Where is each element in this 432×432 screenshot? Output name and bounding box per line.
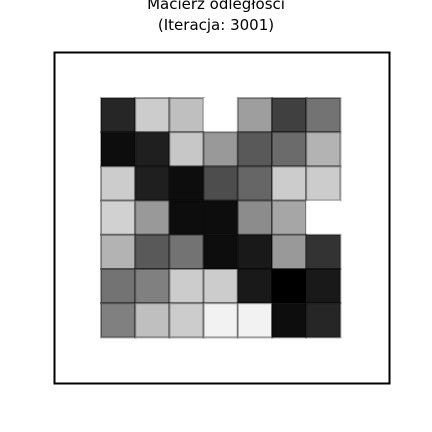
- heatmap-cell-r3-c4: [236, 199, 274, 236]
- heatmap-cell-r5-c0: [100, 268, 137, 305]
- heatmap-cell-r4-c3: [202, 233, 239, 271]
- heatmap-cell-r6-c3: [202, 302, 239, 339]
- heatmap-cell-r5-c3: [202, 268, 239, 305]
- heatmap-cell-r5-c4: [236, 268, 274, 305]
- heatmap-cell-r1-c0: [100, 131, 137, 168]
- heatmap-cell-r5-c5: [271, 268, 308, 305]
- heatmap-cell-r1-c1: [134, 131, 171, 168]
- heatmap-cell-r3-c3: [202, 199, 239, 236]
- heatmap-cell-r4-c1: [134, 233, 171, 271]
- heatmap-cell-r0-c1: [134, 97, 171, 134]
- heatmap-cell-r1-c4: [236, 131, 274, 168]
- heatmap-cell-r2-c1: [134, 165, 171, 202]
- heatmap-cell-r2-c0: [100, 165, 137, 202]
- heatmap-cell-r0-c4: [236, 97, 274, 134]
- heatmap-cell-r2-c5: [271, 165, 308, 202]
- heatmap-cell-r0-c2: [168, 97, 205, 134]
- heatmap-cell-r5-c6: [305, 268, 342, 305]
- heatmap-cell-r6-c0: [100, 302, 137, 339]
- heatmap-cell-r3-c2: [168, 199, 205, 236]
- heatmap-cell-r6-c4: [236, 302, 274, 339]
- heatmap-cell-r0-c6: [305, 97, 342, 134]
- heatmap-cell-r5-c1: [134, 268, 171, 305]
- heatmap-cell-r6-c5: [271, 302, 308, 339]
- chart-title: Macierz odległości: [147, 0, 285, 13]
- heatmap-cell-r0-c3: [203, 98, 238, 133]
- heatmap-cell-r3-c0: [100, 199, 137, 236]
- heatmap-cell-r4-c5: [271, 233, 308, 271]
- heatmap-cell-r2-c2: [168, 165, 205, 202]
- heatmap-cell-r1-c2: [168, 131, 205, 168]
- heatmap-cell-r2-c3: [202, 165, 239, 202]
- heatmap-cell-r4-c6: [305, 233, 342, 271]
- heatmap-cell-r2-c4: [236, 165, 274, 202]
- heatmap-cell-r5-c2: [168, 268, 205, 305]
- heatmap-cell-r0-c5: [271, 97, 308, 134]
- heatmap-cell-r6-c2: [168, 302, 205, 339]
- heatmap-cells: [100, 97, 342, 339]
- heatmap-cell-r6-c1: [134, 302, 171, 339]
- plot-frame: [53, 51, 391, 385]
- heatmap-cell-r1-c3: [202, 131, 239, 168]
- chart-subtitle: (Iteracja: 3001): [157, 16, 275, 34]
- heatmap-cell-r6-c6: [305, 302, 342, 339]
- heatmap-cell-r1-c5: [271, 131, 308, 168]
- heatmap-cell-r4-c0: [100, 233, 137, 271]
- heatmap-cell-r4-c4: [236, 233, 274, 271]
- heatmap-cell-r4-c2: [168, 233, 205, 271]
- heatmap-cell-r3-c6: [306, 200, 341, 235]
- heatmap-cell-r3-c5: [271, 199, 308, 236]
- heatmap-cell-r1-c6: [305, 131, 342, 168]
- heatmap-cell-r0-c0: [100, 97, 137, 134]
- heatmap-cell-r3-c1: [134, 199, 171, 236]
- heatmap-cell-r2-c6: [305, 165, 342, 202]
